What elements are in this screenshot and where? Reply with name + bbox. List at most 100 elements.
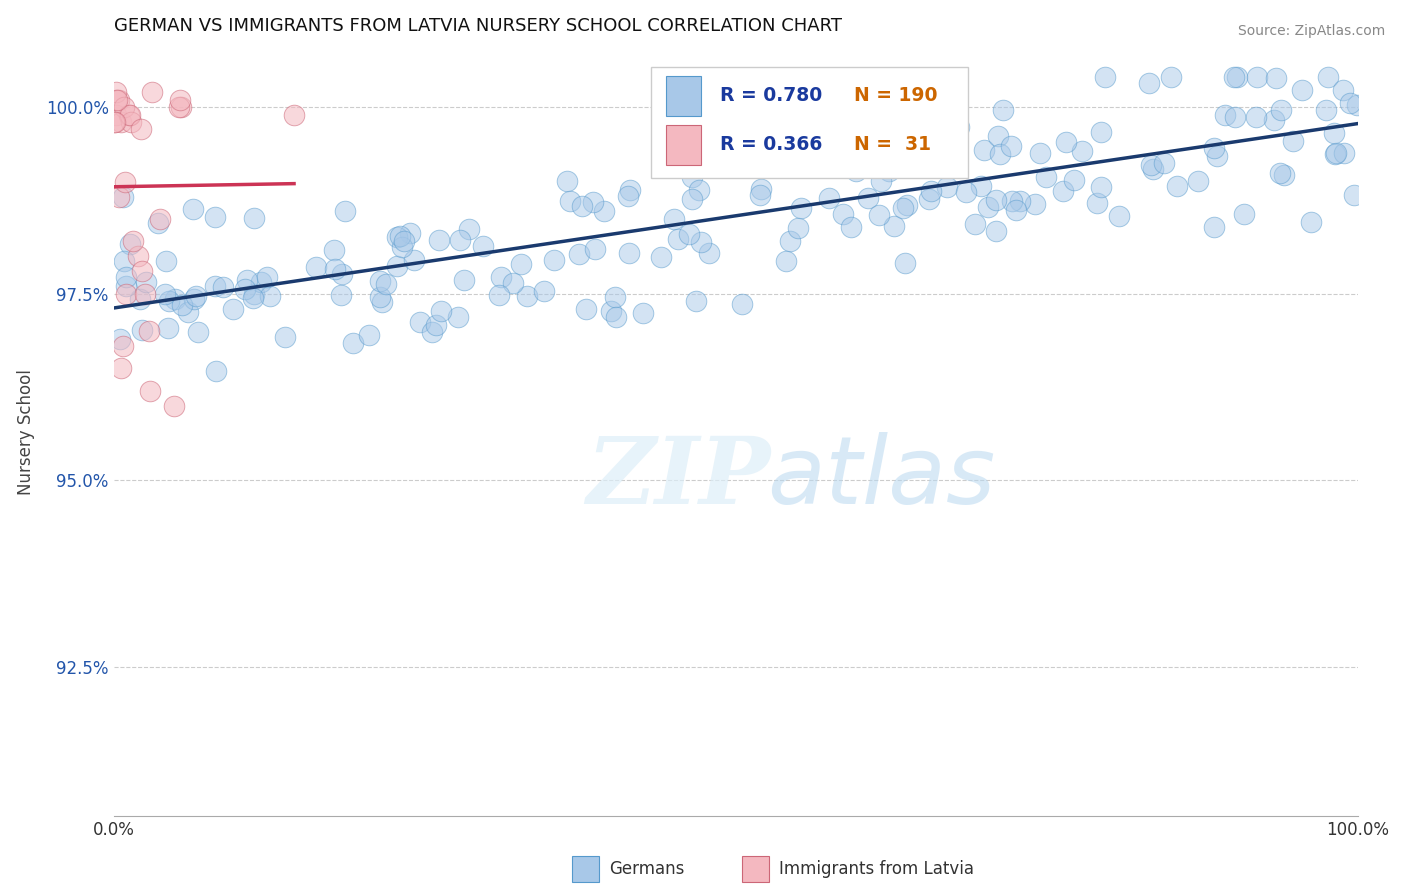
Text: N = 190: N = 190 <box>853 87 938 105</box>
Point <box>114 286 136 301</box>
Point <box>112 254 135 268</box>
Point <box>236 273 259 287</box>
Point <box>118 107 141 121</box>
Point <box>163 399 186 413</box>
Point <box>666 232 689 246</box>
Point <box>830 90 852 104</box>
Point <box>1263 113 1285 128</box>
Point <box>183 293 205 307</box>
Point <box>1001 194 1024 208</box>
Point <box>963 217 986 231</box>
Point <box>936 81 959 95</box>
Point <box>204 278 226 293</box>
Point <box>1054 136 1077 150</box>
Point <box>141 85 163 99</box>
Point <box>973 143 995 157</box>
Point <box>1323 126 1346 140</box>
Y-axis label: Nursery School: Nursery School <box>17 369 35 495</box>
Point <box>305 260 328 274</box>
Point <box>489 269 512 284</box>
Point <box>392 234 415 248</box>
Point <box>1005 202 1028 217</box>
Point <box>555 174 578 188</box>
Point <box>427 234 450 248</box>
Point <box>110 361 132 376</box>
Text: Source: ZipAtlas.com: Source: ZipAtlas.com <box>1237 24 1385 38</box>
Point <box>187 326 209 340</box>
Point <box>832 207 855 221</box>
Point <box>690 235 713 249</box>
Point <box>204 364 226 378</box>
Point <box>731 296 754 310</box>
Point <box>678 227 700 241</box>
Point <box>249 275 271 289</box>
Point <box>387 259 409 273</box>
Text: R = 0.780: R = 0.780 <box>720 87 823 105</box>
Text: ZIP: ZIP <box>586 433 770 523</box>
Point <box>105 93 128 107</box>
Point <box>970 179 993 194</box>
Point <box>1090 179 1112 194</box>
Bar <box>571 856 599 882</box>
Point <box>617 245 640 260</box>
Point <box>1282 134 1305 148</box>
Point <box>697 246 720 260</box>
Point <box>1160 70 1182 85</box>
Point <box>631 306 654 320</box>
Point <box>1346 98 1368 112</box>
Point <box>488 288 510 302</box>
Point <box>1142 161 1164 176</box>
Point <box>233 282 256 296</box>
Point <box>112 100 135 114</box>
Point <box>1270 103 1292 117</box>
Point <box>111 190 134 204</box>
Text: Immigrants from Latvia: Immigrants from Latvia <box>779 860 974 878</box>
Point <box>1153 156 1175 170</box>
Point <box>114 175 136 189</box>
Point <box>114 270 136 285</box>
Point <box>1268 166 1291 180</box>
Point <box>449 233 471 247</box>
Point <box>385 230 408 244</box>
Point <box>650 250 672 264</box>
Point <box>104 85 127 99</box>
Point <box>1213 107 1236 121</box>
Point <box>1187 174 1209 188</box>
Point <box>138 324 160 338</box>
Point <box>1008 194 1031 209</box>
Point <box>748 188 770 202</box>
Point <box>987 129 1010 144</box>
Point <box>157 321 180 335</box>
Bar <box>742 856 769 882</box>
Point <box>110 332 132 346</box>
Point <box>1202 141 1225 155</box>
Point <box>1343 187 1365 202</box>
Point <box>571 199 593 213</box>
Point <box>342 335 364 350</box>
Point <box>883 219 905 233</box>
Point <box>118 107 141 121</box>
Point <box>430 304 453 318</box>
Point <box>274 330 297 344</box>
Point <box>404 253 426 268</box>
Point <box>256 270 278 285</box>
Point <box>128 292 150 306</box>
Text: R = 0.366: R = 0.366 <box>720 136 823 154</box>
Point <box>787 220 810 235</box>
Point <box>391 239 413 253</box>
Point <box>259 289 281 303</box>
Point <box>122 235 145 249</box>
Point <box>839 220 862 235</box>
Point <box>1085 195 1108 210</box>
Point <box>131 122 153 136</box>
Point <box>472 239 495 253</box>
Point <box>948 120 970 135</box>
Point <box>1166 179 1188 194</box>
Point <box>131 322 153 336</box>
Point <box>153 286 176 301</box>
Point <box>1204 220 1226 235</box>
Point <box>420 325 443 339</box>
Point <box>1265 71 1288 86</box>
Point <box>1333 146 1355 161</box>
Point <box>134 286 156 301</box>
